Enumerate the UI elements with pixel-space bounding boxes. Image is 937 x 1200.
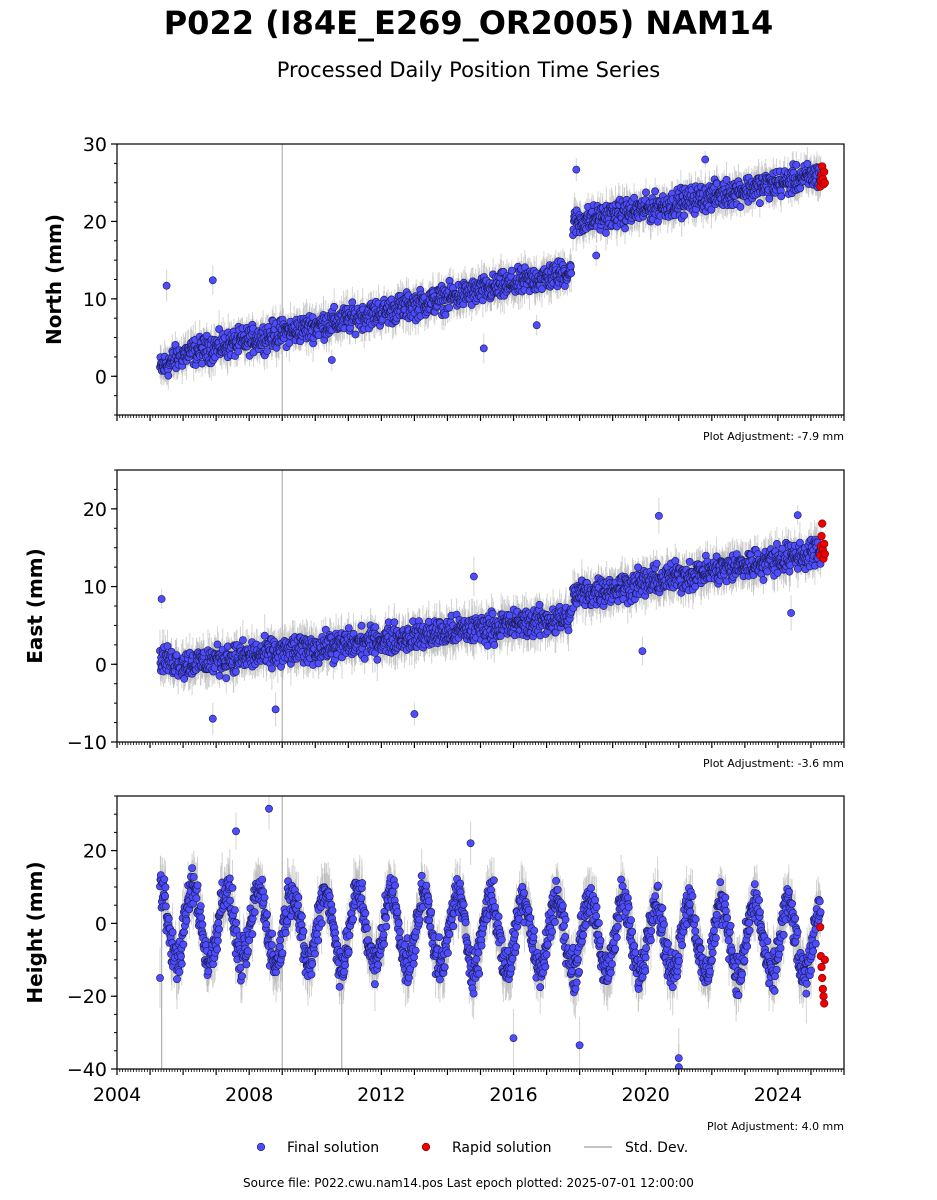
y-axis-label: North (mm)	[42, 214, 66, 345]
final-point	[765, 194, 774, 203]
final-point	[796, 184, 805, 193]
chart-subtitle: Processed Daily Position Time Series	[276, 58, 661, 82]
rapid-point	[820, 167, 829, 176]
final-point	[330, 302, 338, 311]
final-point	[722, 175, 731, 184]
panel-data	[156, 470, 829, 742]
final-point	[327, 356, 336, 364]
y-tick-label: 20	[83, 211, 107, 233]
final-point	[707, 205, 716, 214]
final-point	[348, 298, 357, 307]
rapid-point	[820, 178, 829, 187]
final-point	[566, 262, 575, 271]
final-point	[680, 211, 688, 220]
final-point	[164, 371, 173, 380]
final-point	[208, 276, 217, 285]
y-tick-label: 0	[95, 366, 107, 388]
final-point	[651, 187, 659, 196]
final-point	[642, 188, 650, 197]
y-tick-label: 10	[83, 289, 107, 311]
final-point	[755, 199, 764, 208]
final-point	[479, 344, 488, 353]
final-point	[263, 347, 271, 355]
final-point	[792, 160, 801, 169]
final-point	[701, 155, 710, 164]
final-point	[532, 321, 541, 330]
final-point	[572, 165, 581, 174]
final-point	[445, 303, 453, 312]
rapid-solution-points	[816, 162, 829, 191]
final-point	[777, 192, 786, 201]
final-point	[538, 285, 546, 293]
final-point	[736, 203, 745, 211]
final-point	[351, 330, 360, 339]
final-point	[592, 251, 601, 260]
final-point	[630, 193, 638, 202]
panel-1: 0 10 20 30 North (mm) Plot Adjustment: -7.9 m…	[42, 134, 845, 443]
final-solution-points	[156, 155, 825, 380]
final-point	[567, 269, 576, 278]
final-point	[234, 347, 242, 356]
plot-adjustment-note: Plot Adjustment: -7.9 mm	[703, 430, 844, 443]
chart-title: P022 (I84E_E269_OR2005) NAM14	[163, 4, 774, 42]
final-point	[441, 310, 450, 319]
final-point	[602, 229, 610, 237]
final-point	[215, 325, 223, 333]
final-point	[162, 281, 171, 290]
y-tick-label: 30	[83, 134, 107, 156]
final-point	[507, 266, 516, 275]
final-point	[621, 224, 629, 233]
final-point	[803, 159, 812, 168]
panel-data	[156, 144, 829, 415]
